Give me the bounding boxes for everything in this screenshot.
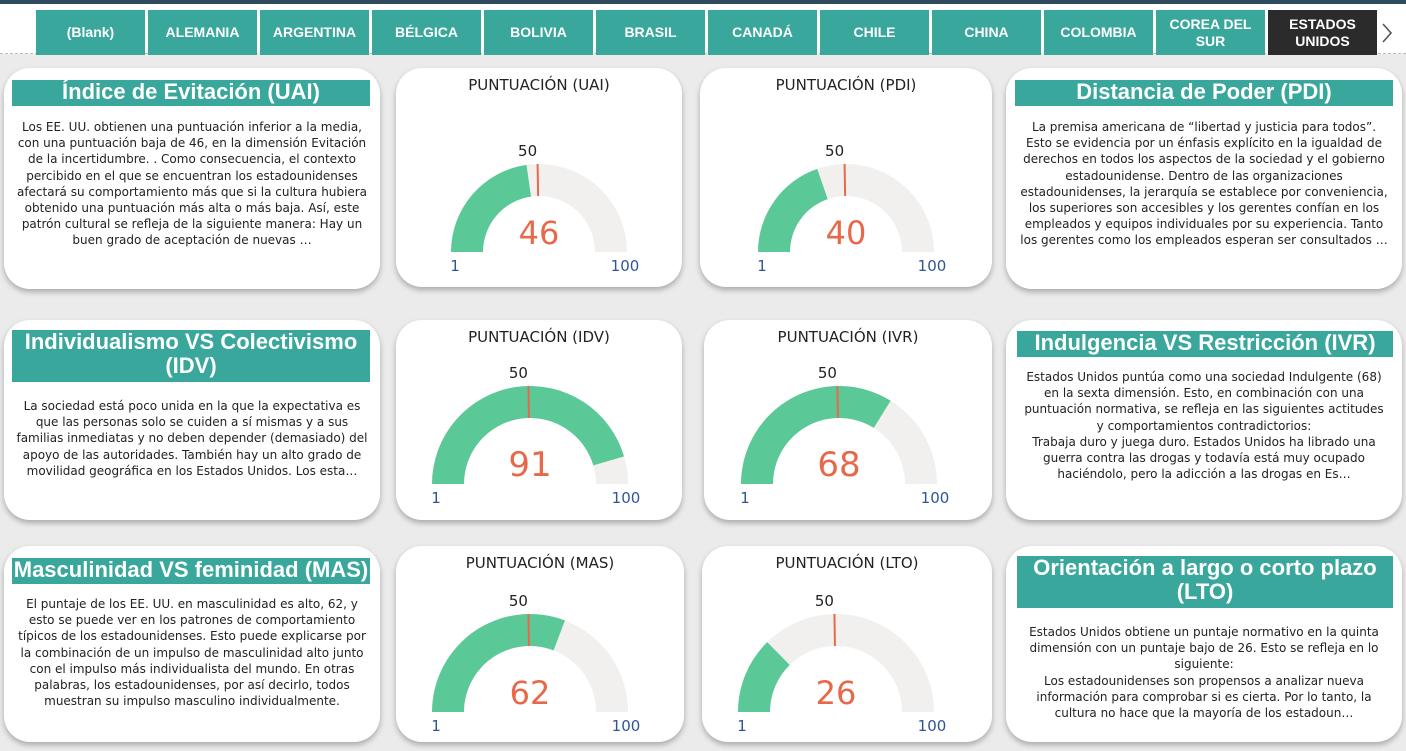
ivr-gauge-min: 1 — [740, 489, 750, 507]
ivr-gauge-fill — [741, 386, 891, 484]
idv-description: La sociedad está poco unida en la que la… — [16, 399, 368, 478]
ivr-gauge-title: PUNTUACIÓN (IVR) — [777, 328, 919, 346]
ivr-description: Estados Unidos puntúa como una sociedad … — [1024, 370, 1384, 482]
idv-gauge-card: PUNTUACIÓN (IDV) 50 91 1 100 — [396, 320, 682, 520]
slicer-chip[interactable]: ALEMANIA — [148, 10, 257, 55]
pdi-gauge-target-label: 50 — [825, 142, 844, 160]
lto-description: Estados Unidos obtiene un puntaje normat… — [1029, 625, 1379, 721]
mas-title: Masculinidad VS feminidad (MAS) — [12, 557, 370, 584]
lto-gauge-target-line — [833, 613, 836, 647]
uai-gauge-title: PUNTUACIÓN (UAI) — [468, 76, 610, 94]
slicer-chip[interactable]: CHILE — [820, 10, 929, 55]
pdi-text-card: Distancia de Poder (PDI) La premisa amer… — [1006, 68, 1402, 289]
ivr-gauge-target-label: 50 — [818, 364, 837, 382]
slicer-chip[interactable]: (Blank) — [36, 10, 145, 55]
lto-gauge-max: 100 — [918, 717, 947, 735]
idv-gauge-fill — [432, 386, 625, 484]
mas-gauge-card: PUNTUACIÓN (MAS) 50 62 1 100 — [396, 546, 684, 742]
lto-text-card: Orientación a largo o corto plazo (LTO) … — [1006, 546, 1402, 742]
mas-description: El puntaje de los EE. UU. en masculinida… — [18, 597, 366, 709]
pdi-description: La premisa americana de “libertad y just… — [1020, 120, 1388, 248]
lto-gauge-target-label: 50 — [815, 592, 834, 610]
uai-gauge-target-label: 50 — [518, 142, 537, 160]
mas-gauge-max: 100 — [612, 717, 641, 735]
idv-text-card: Individualismo VS Colectivismo (IDV) La … — [4, 320, 380, 520]
lto-title: Orientación a largo o corto plazo (LTO) — [1017, 556, 1393, 608]
slicer-chip[interactable]: BOLIVIA — [484, 10, 593, 55]
idv-gauge-target-label: 50 — [509, 364, 528, 382]
pdi-gauge-target-line — [843, 163, 847, 197]
pdi-gauge-value: 40 — [826, 214, 867, 252]
slicer-chip[interactable]: CANADÁ — [708, 10, 817, 55]
lto-gauge-card: PUNTUACIÓN (LTO) 50 26 1 100 — [702, 546, 992, 742]
slicer-chip[interactable]: CHINA — [932, 10, 1041, 55]
ivr-gauge: 50 68 1 100 — [740, 364, 950, 507]
slicer-chip[interactable]: BÉLGICA — [372, 10, 481, 55]
mas-gauge-target-line — [527, 613, 530, 647]
idv-gauge: 50 91 1 100 — [431, 364, 641, 507]
lto-gauge-min: 1 — [737, 717, 747, 735]
pdi-gauge-fill — [758, 168, 828, 252]
chevron-right-icon[interactable] — [1378, 18, 1396, 48]
uai-description: Los EE. UU. obtienen una puntuación infe… — [16, 120, 368, 248]
uai-gauge-fill — [451, 164, 532, 252]
pdi-gauge-max: 100 — [918, 257, 947, 275]
mas-gauge-value: 62 — [510, 674, 551, 712]
idv-gauge-max: 100 — [612, 489, 641, 507]
ivr-gauge-card: PUNTUACIÓN (IVR) 50 68 1 100 — [704, 320, 992, 520]
pdi-title: Distancia de Poder (PDI) — [1015, 80, 1393, 106]
mas-gauge-target-label: 50 — [509, 592, 528, 610]
idv-gauge-value: 91 — [508, 445, 551, 485]
lto-gauge-value: 26 — [816, 674, 857, 712]
idv-gauge-min: 1 — [431, 489, 441, 507]
lto-gauge-title: PUNTUACIÓN (LTO) — [775, 554, 919, 572]
slicer-chip[interactable]: BRASIL — [596, 10, 705, 55]
country-slicer-items: (Blank) ALEMANIA ARGENTINA BÉLGICA BOLIVIA BR… — [36, 10, 1380, 55]
lto-gauge-fill — [738, 642, 790, 712]
uai-gauge-card: PUNTUACIÓN (UAI) 50 46 1 100 — [396, 68, 682, 287]
slicer-chip[interactable]: ARGENTINA — [260, 10, 369, 55]
ivr-title: Indulgencia VS Restricción (IVR) — [1017, 331, 1393, 357]
idv-gauge-title: PUNTUACIÓN (IDV) — [468, 328, 610, 346]
mas-gauge: 50 62 1 100 — [431, 592, 641, 735]
mas-text-card: Masculinidad VS feminidad (MAS) El punta… — [4, 546, 380, 742]
uai-gauge-value: 46 — [519, 214, 560, 252]
ivr-text-card: Indulgencia VS Restricción (IVR) Estados… — [1006, 320, 1402, 520]
slicer-chip[interactable]: ESTADOS UNIDOS — [1268, 10, 1377, 55]
ivr-gauge-max: 100 — [921, 489, 950, 507]
ivr-gauge-target-line — [836, 385, 839, 419]
mas-gauge-title: PUNTUACIÓN (MAS) — [465, 554, 615, 572]
mas-gauge-min: 1 — [431, 717, 441, 735]
lto-gauge: 50 26 1 100 — [737, 592, 947, 735]
pdi-gauge: 50 40 1 100 — [757, 142, 947, 275]
pdi-gauge-title: PUNTUACIÓN (PDI) — [775, 76, 917, 94]
top-accent-bar — [0, 0, 1406, 4]
uai-text-card: Índice de Evitación (UAI) Los EE. UU. ob… — [4, 68, 380, 289]
uai-gauge-min: 1 — [450, 257, 460, 275]
idv-gauge-target-line — [527, 385, 530, 419]
uai-gauge: 50 46 1 100 — [450, 142, 640, 275]
country-slicer: (Blank) ALEMANIA ARGENTINA BÉLGICA BOLIVIA BR… — [0, 4, 1406, 55]
uai-gauge-max: 100 — [611, 257, 640, 275]
mas-gauge-fill — [432, 614, 565, 712]
uai-title: Índice de Evitación (UAI) — [12, 80, 370, 106]
ivr-gauge-value: 68 — [817, 445, 860, 485]
slicer-chip[interactable]: COLOMBIA — [1044, 10, 1153, 55]
pdi-gauge-card: PUNTUACIÓN (PDI) 50 40 1 100 — [700, 68, 992, 287]
slicer-chip[interactable]: COREA DEL SUR — [1156, 10, 1265, 55]
pdi-gauge-min: 1 — [757, 257, 767, 275]
lto-gauge-track — [738, 614, 934, 712]
uai-gauge-target-line — [536, 163, 540, 197]
idv-title: Individualismo VS Colectivismo (IDV) — [12, 330, 370, 382]
